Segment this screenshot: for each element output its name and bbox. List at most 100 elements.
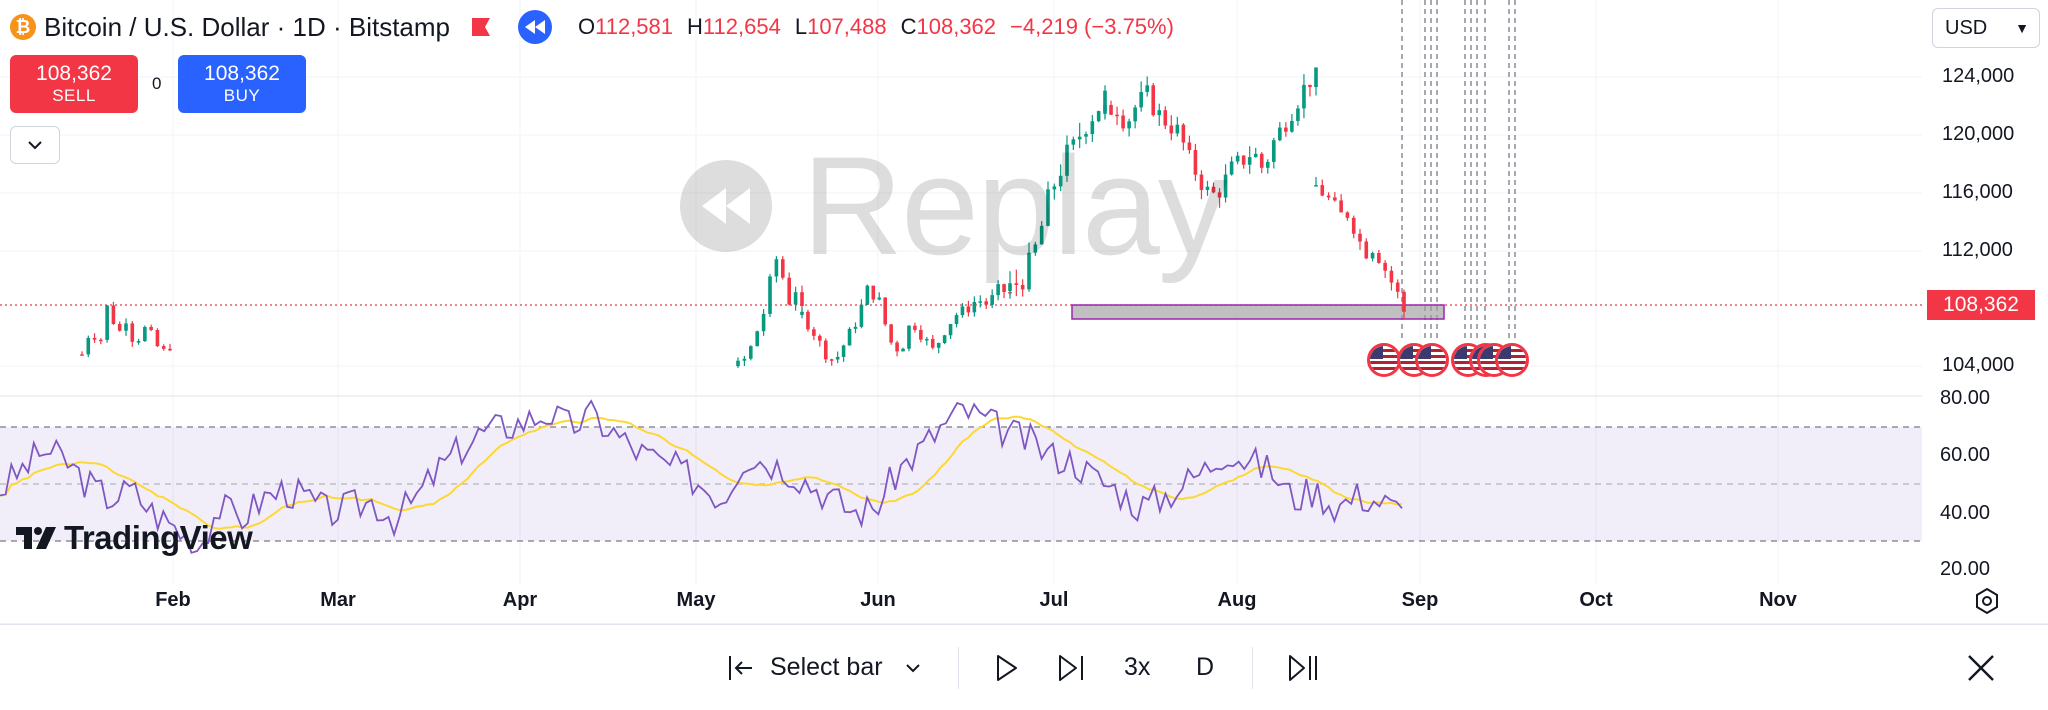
play-button[interactable] xyxy=(992,625,1020,710)
event-lines xyxy=(1401,0,1516,340)
candle-body xyxy=(1339,200,1343,213)
candle-body xyxy=(901,348,905,352)
candle-body xyxy=(1014,283,1019,285)
close-icon xyxy=(1968,654,1994,681)
candle-body xyxy=(1351,217,1356,234)
ohlc-values: O112,581 H112,654 L107,488 C108,362 −4,2… xyxy=(578,14,1174,40)
candle-body xyxy=(1217,192,1222,198)
chevron-down-icon xyxy=(28,141,42,150)
high-label: H xyxy=(687,14,703,39)
candle-body xyxy=(92,337,97,340)
candle-body xyxy=(1278,127,1282,141)
price-axis-tick-label: 112,000 xyxy=(1942,239,2013,261)
candle-body xyxy=(818,335,822,341)
interval-button[interactable]: D xyxy=(1196,653,1215,681)
candle-body xyxy=(1020,284,1025,290)
replay-mode-icon[interactable] xyxy=(518,10,552,44)
price-axis-tick-label: 120,000 xyxy=(1942,123,2015,145)
candle-body xyxy=(1229,161,1234,175)
candle-body xyxy=(1039,225,1044,245)
candle-body xyxy=(1326,195,1331,198)
collapse-toggle-button[interactable] xyxy=(10,126,60,164)
candle-body xyxy=(1247,157,1252,165)
us-flag-icon[interactable] xyxy=(1495,343,1529,377)
candle-body xyxy=(1272,140,1276,162)
candle-body xyxy=(1027,252,1031,290)
select-bar-button[interactable]: Select bar xyxy=(726,625,921,710)
settings-gear-icon[interactable] xyxy=(1972,586,2002,616)
candle-body xyxy=(1090,121,1095,135)
candle-body xyxy=(913,325,917,330)
candle-body xyxy=(1077,136,1082,140)
candle-body xyxy=(1320,185,1325,196)
time-axis-tick-label: Nov xyxy=(1759,589,1797,611)
candle-body xyxy=(919,329,923,340)
candle-body xyxy=(161,346,166,349)
support-zone xyxy=(1071,304,1445,320)
close-replay-button[interactable] xyxy=(1966,625,1996,710)
candle-body xyxy=(1205,186,1210,190)
candle-body xyxy=(1364,241,1369,259)
us-flag-icon[interactable] xyxy=(1415,343,1449,377)
candle-body xyxy=(1175,124,1180,134)
candle-body xyxy=(124,323,128,331)
candle-body xyxy=(1284,127,1288,132)
sell-button[interactable]: 108,362 SELL xyxy=(10,55,138,113)
symbol-title[interactable]: Bitcoin / U.S. Dollar · 1D · Bitstamp xyxy=(44,11,450,42)
price-axis-tick-label: 124,000 xyxy=(1942,65,2015,87)
flag-icon[interactable] xyxy=(470,16,492,38)
candle-body xyxy=(136,341,141,343)
tradingview-logo[interactable]: TradingView xyxy=(16,519,253,557)
candle-body xyxy=(1296,108,1300,121)
candle-body xyxy=(1169,125,1174,134)
step-forward-button[interactable] xyxy=(1056,625,1086,710)
open-label: O xyxy=(578,14,596,39)
candle-body xyxy=(787,277,791,305)
select-bar-label: Select bar xyxy=(770,653,883,681)
candle-body xyxy=(1193,150,1198,175)
candle-body xyxy=(1345,212,1350,218)
change-value: −4,219 (−3.75%) xyxy=(1010,14,1174,39)
chart-canvas[interactable] xyxy=(0,0,2048,624)
rsi-axis-tick-label: 20.00 xyxy=(1940,558,1991,580)
candle-body xyxy=(1046,189,1050,226)
candle-body xyxy=(1109,104,1113,115)
select-bar-icon xyxy=(729,655,752,680)
us-flag-icon[interactable] xyxy=(1367,343,1401,377)
candle-body xyxy=(895,342,899,352)
candle-body xyxy=(984,301,989,305)
candle-body xyxy=(966,306,971,313)
candle-body xyxy=(812,329,816,336)
candle-body xyxy=(761,313,766,332)
candle-body xyxy=(1314,185,1318,187)
candle-body xyxy=(1052,186,1057,190)
candle-body xyxy=(1402,291,1406,312)
candle-body xyxy=(793,292,798,305)
sell-label: SELL xyxy=(52,86,96,105)
currency-value: USD xyxy=(1945,16,1988,39)
candle-body xyxy=(1377,252,1381,263)
currency-select[interactable]: USD ▼ xyxy=(1932,8,2040,48)
candle-body xyxy=(871,285,876,300)
candle-body xyxy=(889,324,893,343)
bitcoin-icon: ₿ xyxy=(10,14,36,40)
candle-body xyxy=(990,295,994,305)
open-value: 112,581 xyxy=(595,14,674,39)
candle-body xyxy=(1181,124,1186,143)
jump-to-realtime-button[interactable] xyxy=(1286,625,1320,710)
candle-body xyxy=(1157,110,1162,116)
speed-button[interactable]: 3x xyxy=(1124,653,1151,681)
time-axis-tick-label: Aug xyxy=(1217,589,1257,611)
time-axis-tick-label: Jul xyxy=(1039,589,1069,611)
candle-body xyxy=(105,305,109,340)
buy-button[interactable]: 108,362 BUY xyxy=(178,55,306,113)
close-label: C xyxy=(900,14,917,39)
time-axis-tick-label: Apr xyxy=(502,589,538,611)
candle-body xyxy=(99,339,103,342)
candle-body xyxy=(781,259,785,278)
candle-body xyxy=(1103,90,1107,112)
candle-body xyxy=(954,315,959,325)
candle-body xyxy=(1002,284,1006,293)
buy-price: 108,362 xyxy=(204,62,280,85)
candlestick-series xyxy=(80,67,1406,368)
